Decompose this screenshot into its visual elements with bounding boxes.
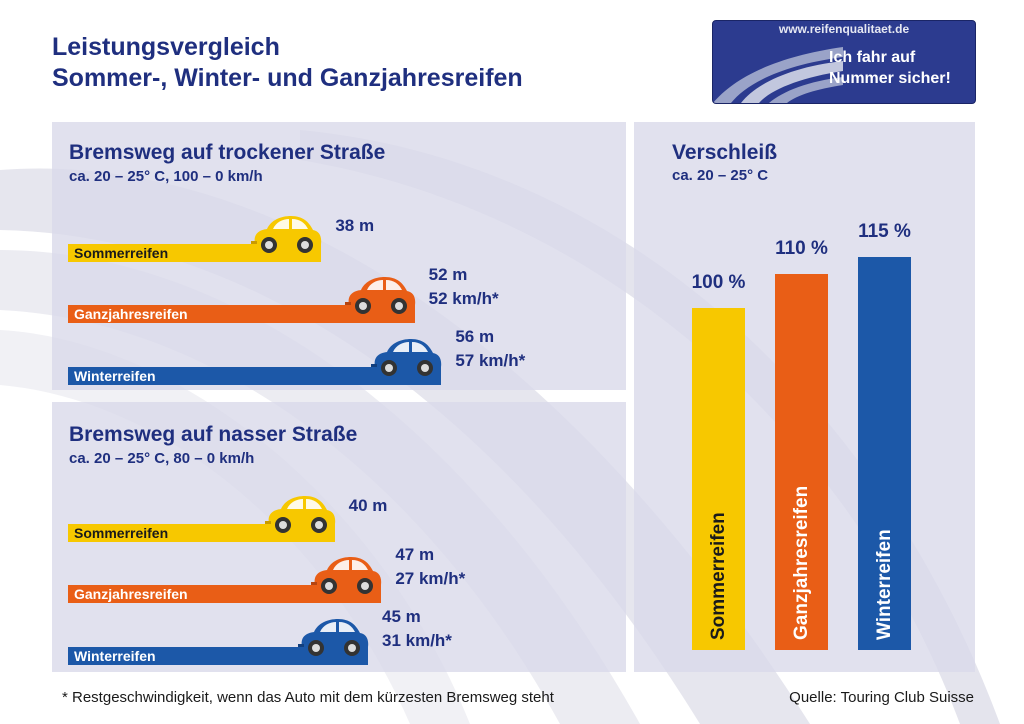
logo-url: www.reifenqualitaet.de — [778, 22, 910, 36]
bar-winterreifen: Winterreifen — [68, 367, 442, 385]
distance-label: 52 m — [428, 265, 468, 284]
bar-label-ganzjahresreifen: Ganzjahresreifen — [74, 586, 188, 602]
wear-panel-title: Verschleiß — [672, 141, 778, 164]
bar-label-sommerreifen: Sommerreifen — [74, 525, 169, 541]
distance-label: 47 m — [395, 545, 435, 564]
value-label-sommerreifen: 40 m — [349, 494, 388, 518]
page-title-line2: Sommer-, Winter- und Ganzjahresreifen — [52, 64, 523, 92]
logo-slogan: Ich fahr auf Nummer sicher! — [829, 47, 969, 89]
wear-bar-sommerreifen: Sommerreifen — [692, 308, 745, 650]
dry-panel-subtitle: ca. 20 – 25° C, 100 – 0 km/h — [69, 168, 263, 185]
bar-winterreifen: Winterreifen — [68, 647, 368, 665]
wear-bar-label-winterreifen: Winterreifen — [873, 529, 895, 640]
bar-label-sommerreifen: Sommerreifen — [74, 245, 169, 261]
residual-speed-label: 52 km/h* — [428, 289, 499, 308]
dry-panel-title: Bremsweg auf trockener Straße — [69, 141, 386, 164]
wear-bar-ganzjahresreifen: Ganzjahresreifen — [775, 274, 828, 650]
wear-value-label: 100 % — [691, 272, 746, 294]
car-icon — [264, 494, 337, 539]
wear-panel-subtitle: ca. 20 – 25° C — [672, 167, 769, 184]
car-icon — [298, 617, 370, 662]
wear-value-label: 110 % — [775, 238, 828, 260]
value-label-ganzjahresreifen: 52 m 52 km/h* — [429, 263, 499, 311]
page-title-line1: Leistungsvergleich — [52, 33, 280, 61]
wet-braking-panel: Bremsweg auf nasser Straße ca. 20 – 25° … — [52, 402, 626, 672]
value-label-ganzjahresreifen: 47 m 27 km/h* — [395, 543, 465, 591]
car-icon — [371, 337, 443, 382]
bar-label-winterreifen: Winterreifen — [74, 368, 156, 384]
wear-bar-label-sommerreifen: Sommerreifen — [707, 512, 729, 640]
wear-bar-label-ganzjahresreifen: Ganzjahresreifen — [790, 485, 812, 640]
wear-chart: Sommerreifen 100 % Ganzjahresreifen 110 % Wi… — [634, 122, 975, 650]
distance-label: 40 m — [348, 496, 388, 515]
car-icon — [251, 214, 323, 259]
car-icon — [311, 555, 383, 600]
value-label-winterreifen: 45 m 31 km/h* — [382, 605, 452, 653]
value-label-sommerreifen: 38 m — [335, 214, 374, 238]
bar-label-ganzjahresreifen: Ganzjahresreifen — [74, 306, 188, 322]
road-icon — [713, 47, 843, 103]
value-label-winterreifen: 56 m 57 km/h* — [455, 325, 525, 373]
bar-label-winterreifen: Winterreifen — [74, 648, 156, 664]
logo-slogan-line1: Ich fahr auf — [829, 49, 916, 66]
bar-ganzjahresreifen: Ganzjahresreifen — [68, 305, 415, 323]
wear-bar-winterreifen: Winterreifen — [858, 257, 911, 650]
distance-label: 45 m — [382, 607, 421, 626]
dry-braking-panel: Bremsweg auf trockener Straße ca. 20 – 2… — [52, 122, 626, 390]
distance-label: 38 m — [335, 216, 375, 235]
bar-ganzjahresreifen: Ganzjahresreifen — [68, 585, 382, 603]
bar-sommerreifen: Sommerreifen — [68, 524, 335, 542]
source-note: Quelle: Touring Club Suisse — [789, 689, 974, 706]
wet-panel-subtitle: ca. 20 – 25° C, 80 – 0 km/h — [69, 450, 255, 467]
distance-label: 56 m — [455, 327, 495, 346]
bar-sommerreifen: Sommerreifen — [68, 244, 322, 262]
wear-value-label: 115 % — [858, 221, 911, 243]
footnote: * Restgeschwindigkeit, wenn das Auto mit… — [62, 689, 554, 706]
residual-speed-label: 31 km/h* — [382, 631, 452, 650]
residual-speed-label: 57 km/h* — [455, 351, 526, 370]
reifenqualitaet-logo[interactable]: www.reifenqualitaet.de Ich fahr auf Numm… — [712, 20, 976, 104]
car-icon — [344, 275, 417, 320]
wear-panel: Verschleiß ca. 20 – 25° C Sommerreifen 10… — [634, 122, 975, 672]
wet-panel-title: Bremsweg auf nasser Straße — [69, 423, 358, 446]
logo-slogan-line2: Nummer sicher! — [829, 70, 951, 87]
residual-speed-label: 27 km/h* — [395, 569, 466, 588]
